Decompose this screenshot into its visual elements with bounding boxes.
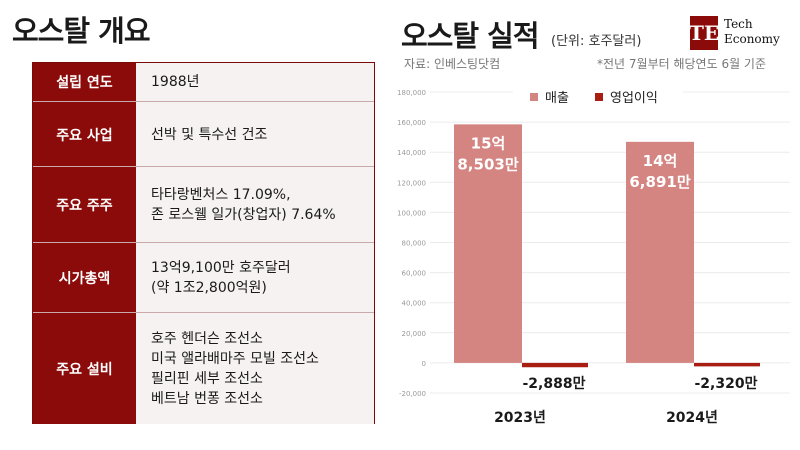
- x-category-label: 2024년: [666, 410, 718, 426]
- operating-profit-label: -2,888만: [523, 376, 586, 392]
- value-line: 존 로스웰 일가(창업자) 7.64%: [151, 207, 336, 223]
- legend-swatch-operating-profit: [595, 93, 603, 101]
- x-category-label: 2023년: [494, 410, 546, 426]
- legend-label-revenue: 매출: [545, 91, 569, 106]
- row-value: 13억9,100만 호주달러 (약 1조2,800억원): [136, 243, 374, 313]
- logo-mark-icon: TE: [689, 16, 719, 50]
- performance-title: 오스탈 실적: [401, 19, 539, 53]
- y-tick-label: 60,000: [402, 270, 427, 278]
- revenue-label: 6,891만: [629, 173, 690, 191]
- value-line: 필리핀 세부 조선소: [151, 370, 263, 387]
- row-value: 선박 및 특수선 건조: [136, 102, 374, 167]
- revenue-bar: [454, 124, 522, 363]
- operating-profit-bar: [694, 362, 760, 367]
- y-tick-label: 120,000: [397, 179, 426, 187]
- legend-swatch-revenue: [530, 93, 538, 101]
- period-footnote: *전년 7월부터 해당연도 6월 기준: [597, 57, 767, 71]
- row-value: 1988년: [136, 63, 374, 101]
- y-tick-label: -20,000: [399, 390, 426, 398]
- overview-table: 설립 연도 1988년 주요 사업 선박 및 특수선 건조 주요 주주 타타랑벤…: [32, 62, 375, 424]
- logo-line: Tech: [724, 17, 753, 31]
- value-line: 13억9,100만 호주달러: [151, 260, 291, 276]
- y-tick-label: 40,000: [402, 300, 427, 308]
- row-founded: 설립 연도 1988년: [33, 63, 374, 101]
- revenue-label: 14억: [643, 152, 678, 170]
- row-market-cap: 시가총액 13억9,100만 호주달러 (약 1조2,800억원): [33, 242, 374, 313]
- row-business: 주요 사업 선박 및 특수선 건조: [33, 101, 374, 167]
- row-label: 주요 설비: [33, 313, 136, 424]
- y-tick-label: 80,000: [402, 240, 427, 248]
- y-tick-label: 140,000: [397, 149, 426, 157]
- value-line: (약 1조2,800억원): [151, 280, 267, 296]
- row-label: 설립 연도: [33, 63, 136, 101]
- row-label: 시가총액: [33, 243, 136, 313]
- logo-line: Economy: [724, 32, 780, 46]
- row-label: 주요 사업: [33, 102, 136, 167]
- y-tick-label: 160,000: [397, 119, 426, 127]
- logo-text: Tech Economy: [724, 17, 780, 47]
- value-line: 미국 앨라배마주 모빌 조선소: [151, 350, 319, 367]
- y-tick-label: 20,000: [402, 330, 427, 338]
- revenue-bar: [626, 141, 694, 363]
- source-note: 자료: 인베스팅닷컴: [404, 57, 501, 71]
- revenue-label: 8,503만: [457, 155, 518, 173]
- row-facilities: 주요 설비 호주 헨더슨 조선소 미국 앨라배마주 모빌 조선소 필리핀 세부 …: [33, 312, 374, 424]
- value-line: 선박 및 특수선 건조: [151, 126, 268, 143]
- row-label: 주요 주주: [33, 167, 136, 243]
- y-tick-label: 0: [422, 360, 426, 368]
- value-line: 타타랑벤처스 17.09%,: [151, 187, 291, 203]
- revenue-label: 15억: [471, 134, 506, 152]
- y-tick-label: 100,000: [397, 209, 426, 217]
- brand-logo: TE Tech Economy: [689, 14, 790, 54]
- value-line: 1988년: [151, 74, 200, 90]
- y-tick-label: 180,000: [397, 89, 426, 97]
- legend-label-operating-profit: 영업이익: [610, 91, 658, 106]
- unit-label: (단위: 호주달러): [551, 34, 642, 49]
- value-line: 베트남 번퐁 조선소: [151, 390, 263, 407]
- row-value: 타타랑벤처스 17.09%, 존 로스웰 일가(창업자) 7.64%: [136, 167, 374, 243]
- operating-profit-bar: [522, 362, 588, 368]
- row-value: 호주 헨더슨 조선소 미국 앨라배마주 모빌 조선소 필리핀 세부 조선소 베트…: [136, 313, 374, 424]
- row-shareholders: 주요 주주 타타랑벤처스 17.09%, 존 로스웰 일가(창업자) 7.64%: [33, 166, 374, 243]
- operating-profit-label: -2,320만: [695, 376, 758, 392]
- value-line: 호주 헨더슨 조선소: [151, 330, 263, 347]
- overview-title: 오스탈 개요: [12, 14, 150, 48]
